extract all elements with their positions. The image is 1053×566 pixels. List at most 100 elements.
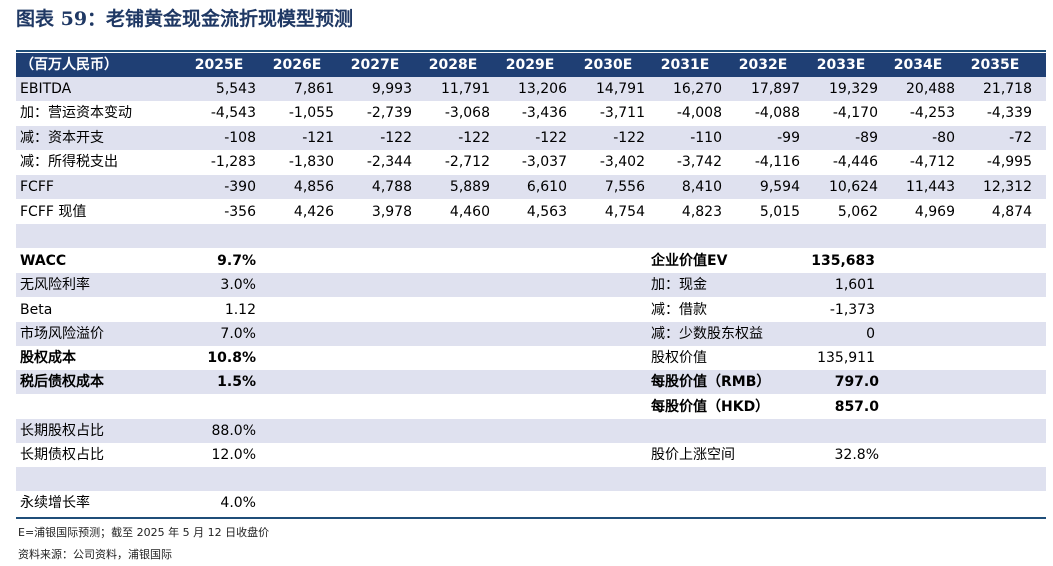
- table-cell: -4,339: [986, 105, 1032, 121]
- band-ebitda: [16, 77, 1046, 101]
- figure-title: 图表 59：老铺黄金现金流折现模型预测: [16, 8, 354, 30]
- equity-value-label: 股权价值: [651, 350, 707, 366]
- upside-value: 32.8%: [834, 447, 879, 463]
- table-cell: -72: [1009, 130, 1032, 146]
- table-cell: -1,055: [288, 105, 334, 121]
- header-year: 2034E: [893, 57, 943, 73]
- table-cell: -4,995: [986, 154, 1032, 170]
- table-cell: 11,791: [441, 81, 490, 97]
- table-cell: 20,488: [906, 81, 955, 97]
- table-cell: 13,206: [518, 81, 567, 97]
- table-cell: -4,543: [210, 105, 256, 121]
- table-cell: 4,563: [526, 204, 567, 220]
- table-cell: 16,270: [673, 81, 722, 97]
- table-cell: 4,788: [371, 179, 412, 195]
- header-year: 2027E: [350, 57, 400, 73]
- table-cell: 4,969: [914, 204, 955, 220]
- table-cell: 4,823: [681, 204, 722, 220]
- row-label: EBITDA: [20, 81, 72, 97]
- row-label: 减：所得税支出: [20, 154, 118, 170]
- band-spacer-1: [16, 224, 1046, 248]
- per-share-hkd-value: 857.0: [834, 399, 879, 415]
- table-cell: 4,856: [293, 179, 334, 195]
- table-header: [16, 53, 1046, 77]
- table-cell: 7,556: [604, 179, 645, 195]
- band-lt-equity: [16, 419, 1046, 443]
- borrowings-label: 减：借款: [651, 302, 707, 318]
- beta-label: Beta: [20, 302, 53, 318]
- table-cell: -2,712: [444, 154, 490, 170]
- table-cell: -99: [777, 130, 800, 146]
- row-label: 减：资本开支: [20, 130, 104, 146]
- table-cell: -3,068: [444, 105, 490, 121]
- cash-label: 加：现金: [651, 277, 707, 293]
- ev-value: 135,683: [811, 253, 875, 269]
- table-cell: -2,739: [366, 105, 412, 121]
- header-year: 2026E: [272, 57, 322, 73]
- band-fcff: [16, 175, 1046, 199]
- table-cell: -390: [224, 179, 256, 195]
- table-cell: -110: [690, 130, 722, 146]
- header-year: 2025E: [194, 57, 244, 73]
- band-risk-free: [16, 273, 1046, 297]
- table-cell: 5,889: [449, 179, 490, 195]
- debt-cost-value: 1.5%: [217, 374, 256, 390]
- table-cell: -3,037: [521, 154, 567, 170]
- table-cell: 11,443: [906, 179, 955, 195]
- table-cell: 4,426: [293, 204, 334, 220]
- header-year: 2029E: [505, 57, 555, 73]
- table-cell: -122: [380, 130, 412, 146]
- table-cell: 10,624: [829, 179, 878, 195]
- lt-equity-label: 长期股权占比: [20, 423, 104, 439]
- table-cell: 5,062: [837, 204, 878, 220]
- wacc-label: WACC: [20, 253, 67, 269]
- table-cell: -108: [224, 130, 256, 146]
- debt-cost-label: 税后债权成本: [20, 374, 104, 390]
- table-cell: -89: [855, 130, 878, 146]
- table-cell: 5,543: [215, 81, 256, 97]
- table-cell: -3,402: [599, 154, 645, 170]
- footnote-estimate: E=浦银国际预测；截至 2025 年 5 月 12 日收盘价: [18, 526, 270, 539]
- ev-label: 企业价值EV: [651, 253, 728, 269]
- minority-label: 减：少数股东权益: [651, 326, 763, 342]
- table-cell: 14,791: [596, 81, 645, 97]
- table-cell: 5,015: [759, 204, 800, 220]
- per-share-rmb-label: 每股价值（RMB）: [651, 374, 771, 390]
- band-capex: [16, 126, 1046, 150]
- cost-of-equity-value: 10.8%: [207, 350, 256, 366]
- table-cell: -4,253: [909, 105, 955, 121]
- table-cell: 6,610: [526, 179, 567, 195]
- bottom-rule: [16, 517, 1046, 519]
- table-cell: -3,436: [521, 105, 567, 121]
- minority-value: 0: [866, 326, 875, 342]
- table-cell: 4,874: [991, 204, 1032, 220]
- upside-label: 股价上涨空间: [651, 447, 735, 463]
- table-cell: -122: [458, 130, 490, 146]
- row-label: FCFF: [20, 179, 54, 195]
- top-rule: [16, 50, 1046, 52]
- header-label: （百万人民币）: [20, 57, 118, 73]
- market-premium-label: 市场风险溢价: [20, 326, 104, 342]
- lt-debt-label: 长期债权占比: [20, 447, 104, 463]
- table-cell: -4,712: [909, 154, 955, 170]
- header-year: 2035E: [970, 57, 1020, 73]
- table-cell: 4,754: [604, 204, 645, 220]
- table-cell: -80: [932, 130, 955, 146]
- perpetual-growth-label: 永续增长率: [20, 495, 90, 511]
- header-year: 2030E: [583, 57, 633, 73]
- table-cell: -4,446: [832, 154, 878, 170]
- table-cell: -356: [224, 204, 256, 220]
- table-cell: 19,329: [829, 81, 878, 97]
- footnote-source: 资料来源：公司资料，浦银国际: [18, 548, 172, 561]
- band-spacer-2: [16, 467, 1046, 491]
- header-year: 2031E: [660, 57, 710, 73]
- table-cell: 3,978: [371, 204, 412, 220]
- header-year: 2032E: [738, 57, 788, 73]
- risk-free-label: 无风险利率: [20, 277, 90, 293]
- band-market-premium: [16, 322, 1046, 346]
- table-cell: -2,344: [366, 154, 412, 170]
- per-share-hkd-label: 每股价值（HKD）: [651, 399, 770, 415]
- table-cell: -122: [535, 130, 567, 146]
- perpetual-growth-value: 4.0%: [220, 495, 256, 511]
- table-cell: 21,718: [983, 81, 1032, 97]
